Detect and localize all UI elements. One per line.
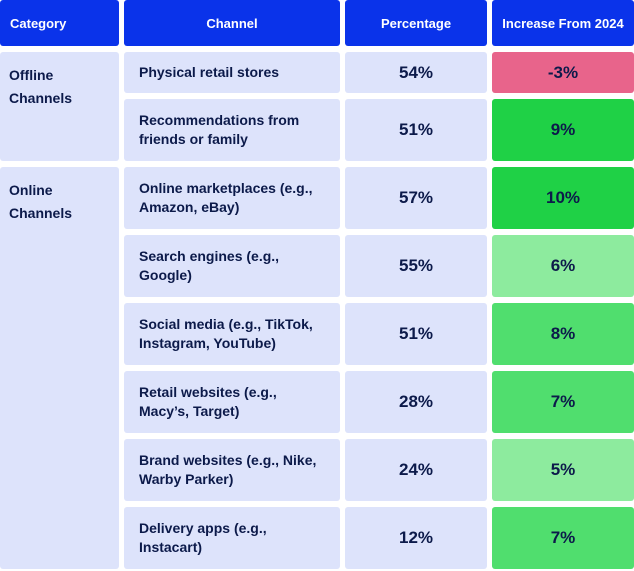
percentage-cell: 12% [345, 507, 487, 569]
channel-cell: Delivery apps (e.g., Instacart) [124, 507, 340, 569]
increase-cell: 9% [492, 99, 634, 161]
percentage-cell: 57% [345, 167, 487, 229]
increase-cell: -3% [492, 52, 634, 93]
channel-cell: Search engines (e.g., Google) [124, 235, 340, 297]
increase-cell: 7% [492, 507, 634, 569]
channel-cell: Physical retail stores [124, 52, 340, 93]
header-cell: Category [0, 0, 119, 46]
percentage-cell: 54% [345, 52, 487, 93]
increase-cell: 10% [492, 167, 634, 229]
header-cell: Increase From 2024 [492, 0, 634, 46]
percentage-cell: 51% [345, 303, 487, 365]
channel-cell: Online marketplaces (e.g., Amazon, eBay) [124, 167, 340, 229]
percentage-cell: 28% [345, 371, 487, 433]
channel-cell: Recommendations from friends or family [124, 99, 340, 161]
increase-cell: 5% [492, 439, 634, 501]
increase-cell: 8% [492, 303, 634, 365]
category-cell: Online Channels [0, 167, 119, 569]
channel-cell: Brand websites (e.g., Nike, Warby Parker… [124, 439, 340, 501]
header-cell: Percentage [345, 0, 487, 46]
category-cell: Offline Channels [0, 52, 119, 161]
header-cell: Channel [124, 0, 340, 46]
percentage-cell: 51% [345, 99, 487, 161]
percentage-cell: 55% [345, 235, 487, 297]
percentage-cell: 24% [345, 439, 487, 501]
increase-cell: 6% [492, 235, 634, 297]
increase-cell: 7% [492, 371, 634, 433]
channel-cell: Social media (e.g., TikTok, Instagram, Y… [124, 303, 340, 365]
channel-cell: Retail websites (e.g., Macy’s, Target) [124, 371, 340, 433]
